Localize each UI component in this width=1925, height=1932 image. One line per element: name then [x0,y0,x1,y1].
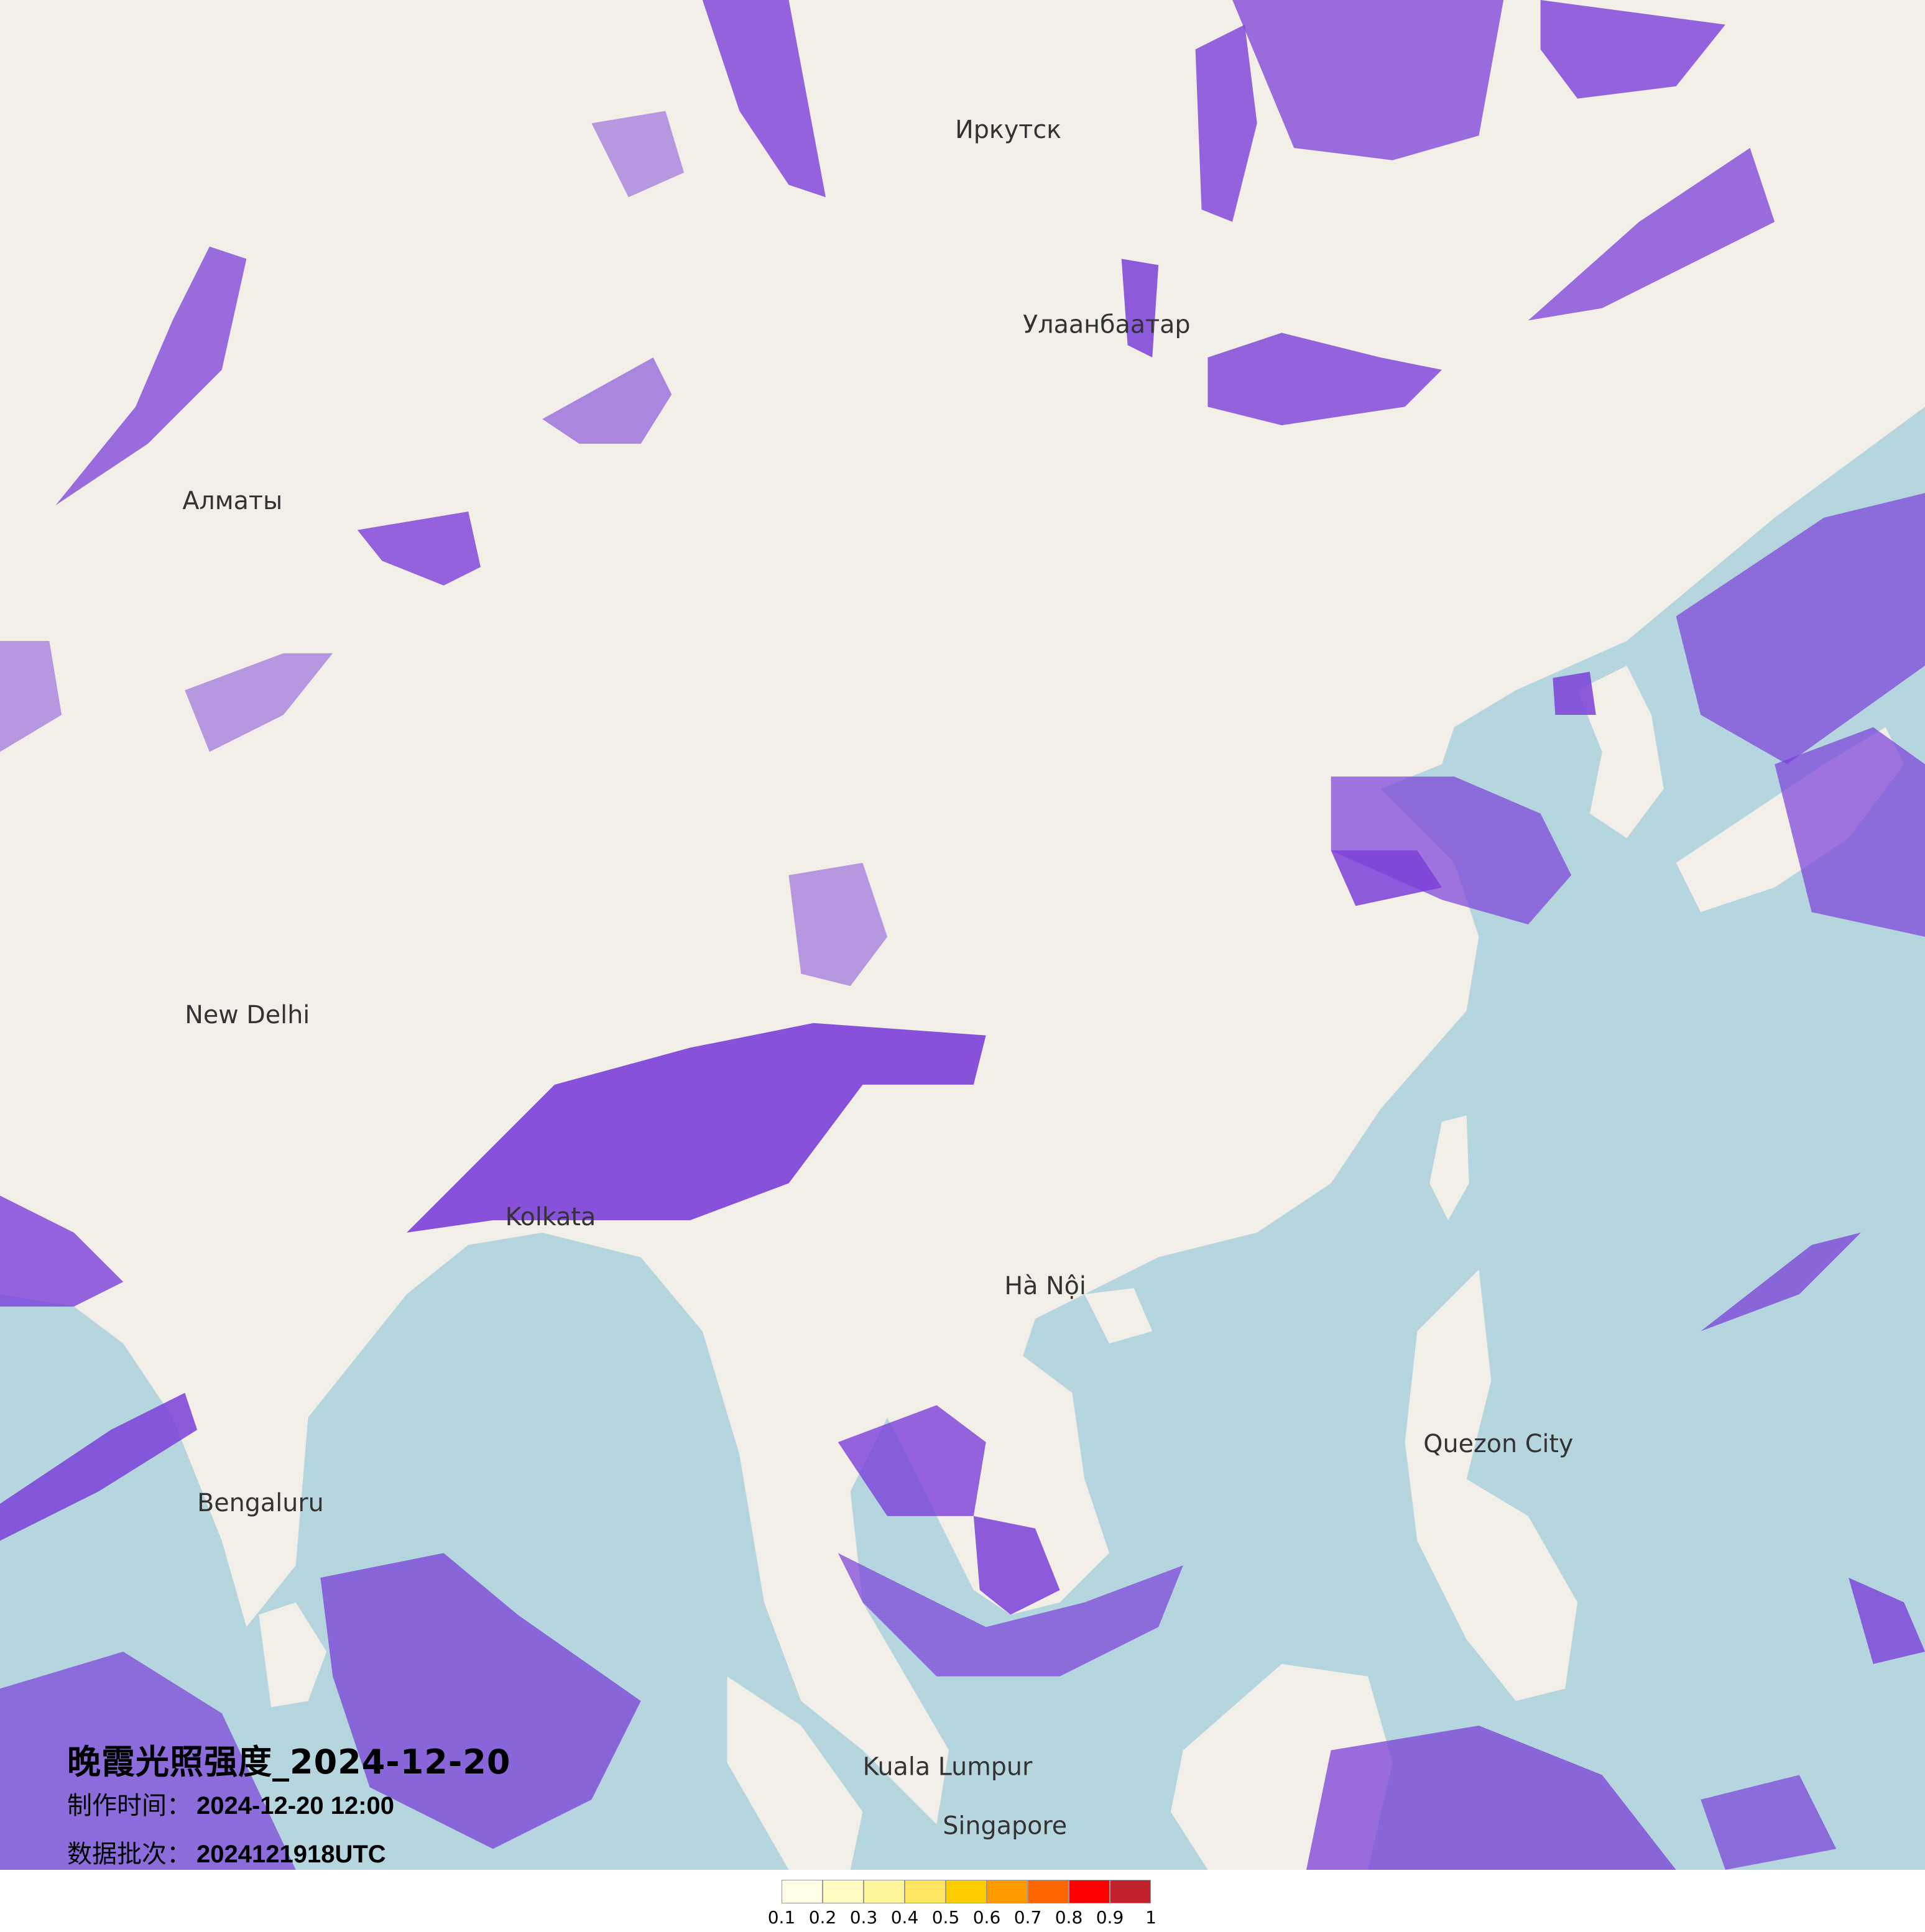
legend-label: 0.5 [931,1907,960,1928]
map-canvas[interactable]: Улаанбаатар Иркутск Алматы New Delhi Kol… [0,0,1925,1870]
legend-swatch [864,1880,905,1903]
production-time-label: 制作时间： [67,1792,192,1820]
legend-swatch [905,1880,946,1903]
legend-swatch [1028,1880,1069,1903]
afterglow-overlay [0,0,1925,1870]
legend-swatch [1110,1880,1151,1903]
legend-label: 0.2 [808,1907,837,1928]
islands [259,665,1904,1870]
legend-label: 0.7 [1013,1907,1042,1928]
legend-labels: 0.1 0.2 0.3 0.4 0.5 0.6 0.7 0.8 0.9 1 [766,1907,1189,1932]
legend-swatch [987,1880,1028,1903]
place-label: New Delhi [185,1001,310,1029]
legend-swatch [782,1880,823,1903]
place-label: Hà Nội [1004,1272,1086,1300]
legend-label: 1 [1145,1907,1156,1928]
legend-label: 0.6 [972,1907,1001,1928]
legend-swatch [823,1880,864,1903]
place-label: Bengaluru [197,1489,324,1517]
legend-swatch [946,1880,987,1903]
data-batch-label: 数据批次： [67,1840,192,1869]
legend-label: 0.3 [849,1907,878,1928]
production-time-value: 2024-12-20 12:00 [196,1792,395,1819]
place-label: Алматы [182,487,282,515]
legend-label: 0.1 [767,1907,796,1928]
map-title: 晚霞光照强度_2024-12-20 [67,1742,511,1782]
data-batch: 数据批次： 2024121918UTC [67,1834,386,1870]
legend-label: 0.8 [1055,1907,1083,1928]
place-label: Quezon City [1423,1430,1573,1458]
place-label: Улаанбаатар [1023,310,1190,339]
place-label: Иркутск [955,116,1061,144]
legend-label: 0.9 [1096,1907,1124,1928]
legend-swatch [1069,1880,1110,1903]
data-batch-value: 2024121918UTC [196,1841,386,1868]
production-time: 制作时间： 2024-12-20 12:00 [67,1785,394,1821]
place-label: Kuala Lumpur [862,1752,1033,1781]
place-labels: Улаанбаатар Иркутск Алматы New Delhi Kol… [182,116,1573,1840]
place-label: Kolkata [505,1203,596,1231]
color-legend [782,1880,1151,1903]
legend-label: 0.4 [890,1907,919,1928]
place-label: Singapore [943,1811,1067,1840]
